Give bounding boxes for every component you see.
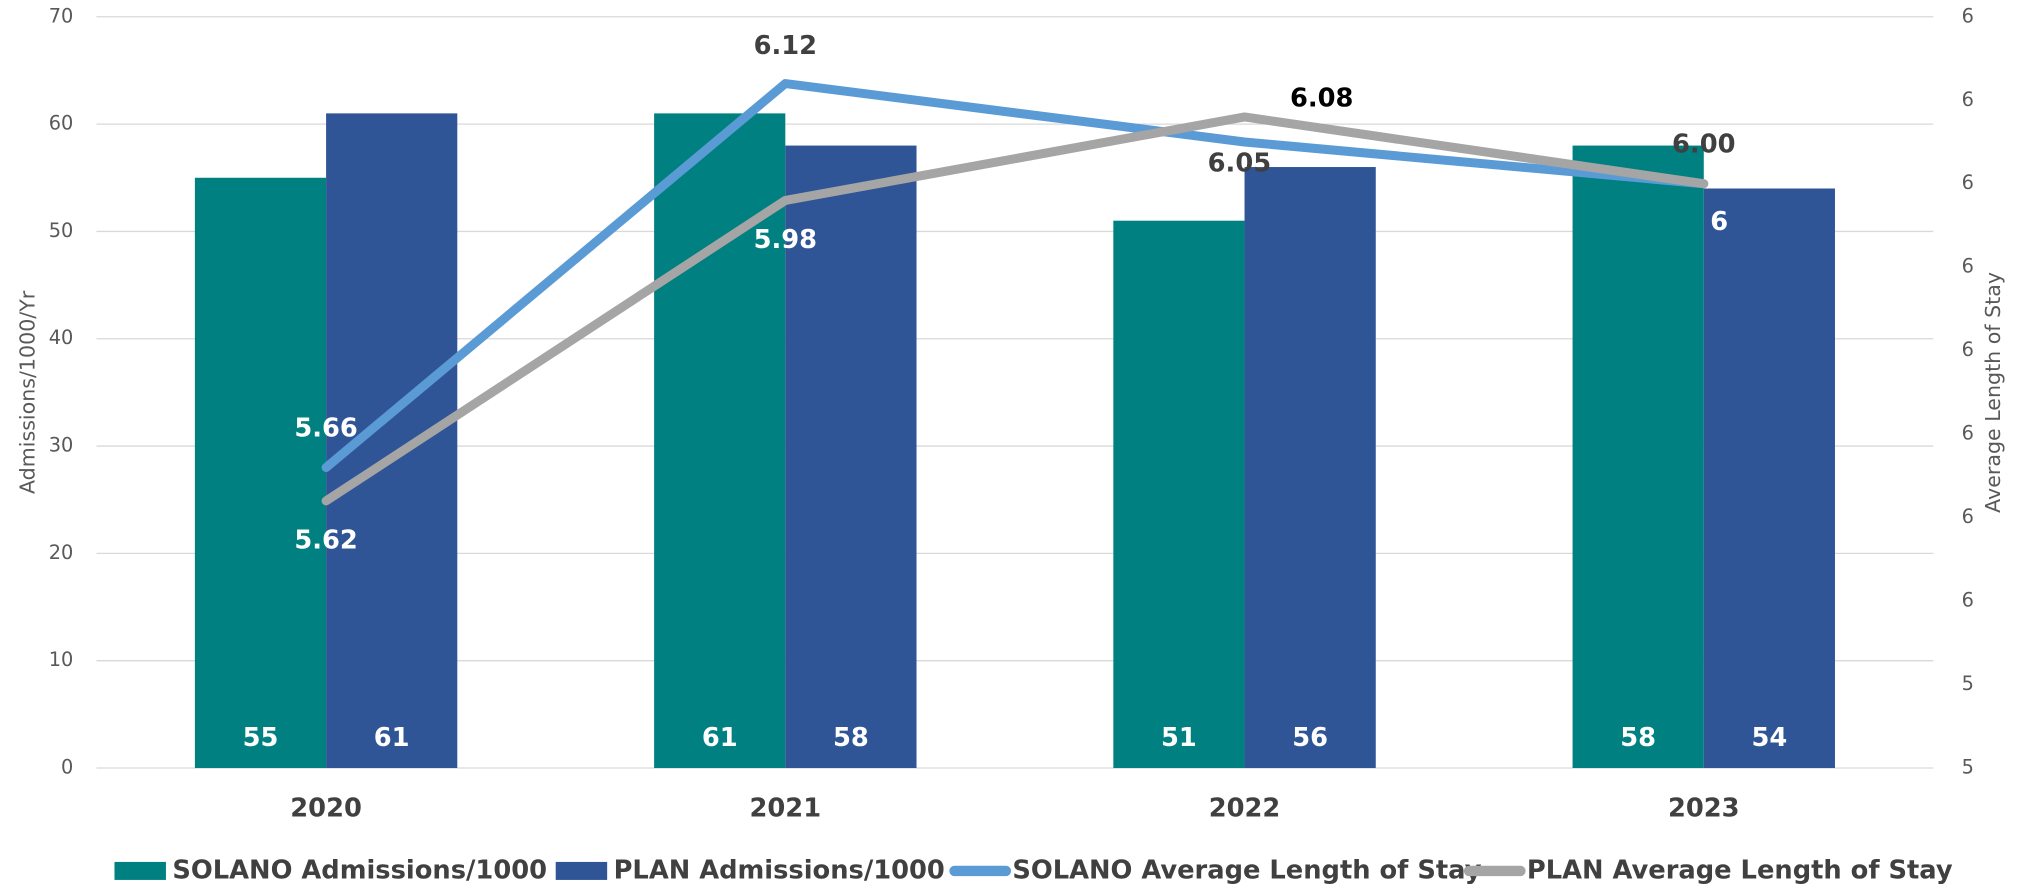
line-label: 5.62 bbox=[294, 525, 357, 555]
y-tick-label: 50 bbox=[49, 219, 74, 242]
bar bbox=[1703, 188, 1835, 769]
y2-tick-label: 5 bbox=[1962, 672, 1974, 695]
y2-tick-label: 6 bbox=[1962, 255, 1974, 278]
bar bbox=[1244, 167, 1376, 769]
line-label: 6.12 bbox=[754, 31, 817, 61]
y2-tick-label: 5 bbox=[1962, 756, 1974, 779]
legend-label: SOLANO Average Length of Stay bbox=[1012, 855, 1481, 885]
bar bbox=[1572, 145, 1704, 769]
y-tick-label: 10 bbox=[49, 648, 74, 671]
y-axis-title: Admissions/1000/Yr bbox=[15, 290, 39, 494]
line-label: 5.66 bbox=[294, 413, 357, 443]
bar-label: 51 bbox=[1161, 723, 1197, 753]
bar-label: 55 bbox=[243, 723, 279, 753]
bar-label: 54 bbox=[1751, 723, 1787, 753]
x-tick-label: 2022 bbox=[1209, 794, 1281, 824]
legend-swatch bbox=[555, 861, 608, 880]
y-tick-label: 30 bbox=[49, 434, 74, 457]
y-tick-label: 0 bbox=[61, 756, 73, 779]
line-label: 6.05 bbox=[1208, 148, 1271, 178]
bar-label: 61 bbox=[702, 723, 738, 753]
legend-label: SOLANO Admissions/1000 bbox=[172, 855, 547, 885]
y-tick-label: 40 bbox=[49, 326, 74, 349]
line bbox=[321, 112, 1709, 506]
bar bbox=[654, 113, 786, 769]
line bbox=[321, 79, 1709, 473]
y2-tick-label: 6 bbox=[1962, 171, 1974, 194]
x-tick-label: 2023 bbox=[1668, 794, 1740, 824]
line-label: 6.08 bbox=[1290, 83, 1353, 113]
line-label: 6.00 bbox=[1672, 130, 1735, 160]
x-tick-label: 2020 bbox=[290, 794, 362, 824]
bar bbox=[194, 177, 327, 769]
legend-label: PLAN Average Length of Stay bbox=[1527, 855, 1953, 885]
bar-label: 56 bbox=[1292, 723, 1328, 753]
y2-tick-label: 6 bbox=[1962, 589, 1974, 612]
legend-label: PLAN Admissions/1000 bbox=[614, 855, 945, 885]
y2-axis-title: Average Length of Stay bbox=[1981, 272, 2005, 513]
y2-tick-label: 6 bbox=[1962, 505, 1974, 528]
y2-tick-label: 6 bbox=[1962, 422, 1974, 445]
bar-label: 58 bbox=[1620, 723, 1656, 753]
line-label: 6 bbox=[1710, 207, 1728, 237]
y2-tick-label: 6 bbox=[1962, 338, 1974, 361]
x-tick-label: 2021 bbox=[750, 794, 822, 824]
y2-tick-label: 6 bbox=[1962, 88, 1974, 111]
line-label: 5.98 bbox=[754, 225, 817, 255]
y-tick-label: 60 bbox=[49, 112, 74, 135]
bar bbox=[1113, 220, 1245, 769]
bar-label: 61 bbox=[374, 723, 410, 753]
bar bbox=[326, 113, 458, 769]
y-tick-label: 20 bbox=[49, 541, 74, 564]
y2-tick-label: 6 bbox=[1962, 4, 1974, 27]
bar-label: 58 bbox=[833, 723, 869, 753]
legend-swatch bbox=[114, 861, 166, 880]
y-tick-label: 70 bbox=[49, 4, 74, 27]
bar bbox=[785, 145, 917, 769]
